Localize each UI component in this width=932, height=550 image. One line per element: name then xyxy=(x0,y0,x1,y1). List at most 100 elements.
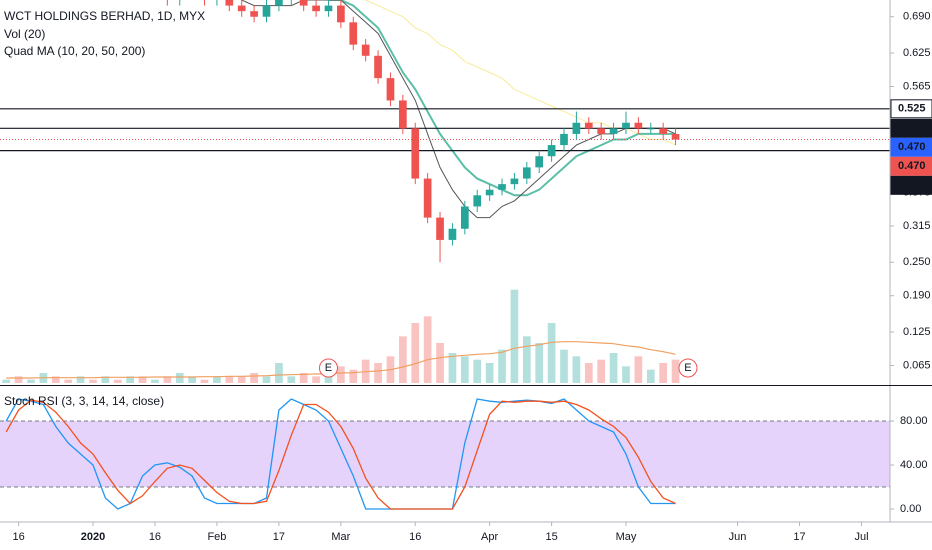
price-label: 0.470 xyxy=(898,160,926,172)
volume-bar xyxy=(510,289,519,383)
candle-body xyxy=(547,145,556,157)
volume-bar xyxy=(622,366,630,383)
x-tick-label: Jul xyxy=(854,531,868,543)
volume-bar xyxy=(237,376,246,383)
candle-body xyxy=(275,0,283,6)
volume-ma xyxy=(6,341,676,379)
candle-body xyxy=(374,55,382,79)
volume-bar xyxy=(275,363,283,383)
volume-bar xyxy=(213,376,221,383)
price-label-box xyxy=(890,118,932,138)
y-tick-label: 0.00 xyxy=(900,503,921,515)
volume-bar xyxy=(659,363,668,383)
y-tick-label: 0.625 xyxy=(903,47,931,59)
candle-body xyxy=(485,189,494,196)
y-tick-label: 0.125 xyxy=(903,326,931,338)
x-tick-label: 16 xyxy=(12,531,24,543)
candle-body xyxy=(399,100,407,129)
volume-bar xyxy=(560,349,568,383)
volume-bar xyxy=(473,359,482,383)
candle-body xyxy=(361,44,370,56)
stoch-k xyxy=(5,398,676,510)
candle-body xyxy=(460,206,469,229)
volume-bar xyxy=(349,369,358,383)
volume-bar xyxy=(411,323,420,383)
candle-body xyxy=(634,122,643,129)
volume-bar xyxy=(436,343,444,383)
volume-bar xyxy=(14,376,23,383)
volume-bar xyxy=(522,336,531,383)
volume-bar xyxy=(597,359,606,383)
volume-bar xyxy=(151,379,159,383)
candle-body xyxy=(411,128,420,179)
volume-bar xyxy=(399,336,407,383)
volume-bar xyxy=(423,316,432,383)
candle-body xyxy=(622,122,630,129)
candle-body xyxy=(262,5,271,17)
y-tick-label: 40.00 xyxy=(900,459,928,471)
x-tick-label: May xyxy=(616,531,637,543)
volume-bar xyxy=(312,376,320,383)
stoch-d xyxy=(5,399,676,510)
volume-bar xyxy=(163,376,172,383)
candle-body xyxy=(324,5,333,12)
volume-bar xyxy=(547,323,556,383)
candle-body xyxy=(572,122,581,134)
volume-bar xyxy=(498,349,506,383)
candle-body xyxy=(448,228,457,240)
price-label-box xyxy=(890,137,932,157)
event-marker xyxy=(678,358,698,378)
stoch-legend: Stoch RSI (3, 3, 14, 14, close) xyxy=(4,394,164,408)
candle-body xyxy=(659,128,668,134)
y-tick-label: 0.315 xyxy=(903,220,931,232)
x-tick-label: 16 xyxy=(409,531,421,543)
candle-body xyxy=(609,128,618,134)
y-tick-label: 0.065 xyxy=(903,359,931,371)
volume-bar xyxy=(27,379,35,383)
volume-bar xyxy=(138,376,147,383)
volume-legend: Vol (20) xyxy=(4,27,45,41)
volume-bar xyxy=(250,373,258,383)
candle-body xyxy=(498,184,506,190)
candle-body xyxy=(510,178,519,185)
volume-bar xyxy=(89,379,97,383)
x-tick-label: Jun xyxy=(729,531,747,543)
price-label: 0.490 xyxy=(898,122,926,134)
x-tick-label: Mar xyxy=(331,531,350,543)
volume-bar xyxy=(113,379,122,383)
volume-bar xyxy=(287,376,296,383)
candle-body xyxy=(237,5,246,12)
candle-body xyxy=(423,178,432,218)
candle-body xyxy=(386,78,395,101)
volume-bar xyxy=(448,353,457,383)
price-label: 0.450 xyxy=(898,179,926,191)
x-tick-label: 17 xyxy=(793,531,805,543)
volume-bar xyxy=(225,376,234,383)
volume-bar xyxy=(572,356,581,383)
candle-body xyxy=(225,0,234,6)
volume-bar xyxy=(324,373,333,383)
chart-title: WCT HOLDINGS BERHAD, 1D, MYX xyxy=(4,9,205,23)
moving-average xyxy=(326,0,676,197)
price-label-box xyxy=(890,99,932,119)
candle-body xyxy=(299,0,308,6)
volume-bar xyxy=(460,356,469,383)
y-tick-label: 0.190 xyxy=(903,290,931,302)
candle-body xyxy=(522,167,531,179)
volume-bar xyxy=(51,376,60,383)
y-tick-label: 80.00 xyxy=(900,415,928,427)
volume-bar xyxy=(299,373,308,383)
x-tick-label: 17 xyxy=(273,531,285,543)
candle-body xyxy=(560,133,568,146)
x-tick-label: 15 xyxy=(545,531,557,543)
volume-bar xyxy=(200,379,209,383)
y-tick-label: 0.690 xyxy=(903,11,931,23)
volume-bar xyxy=(188,376,196,383)
candle-body xyxy=(337,5,345,23)
candle-body xyxy=(646,128,655,130)
volume-bar xyxy=(671,359,680,383)
volume-bar xyxy=(584,363,593,383)
price-label: 0.470 xyxy=(898,141,926,153)
